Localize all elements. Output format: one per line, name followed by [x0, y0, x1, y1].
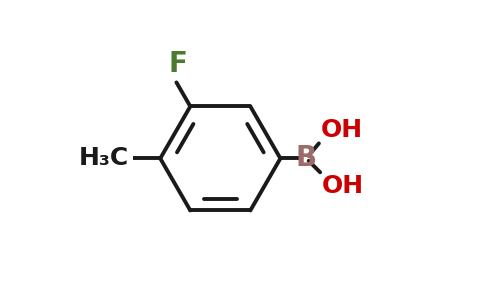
Text: H₃C: H₃C: [79, 146, 129, 170]
Text: OH: OH: [321, 118, 363, 142]
Text: F: F: [168, 50, 187, 78]
Text: OH: OH: [322, 174, 364, 198]
Text: B: B: [296, 144, 317, 172]
